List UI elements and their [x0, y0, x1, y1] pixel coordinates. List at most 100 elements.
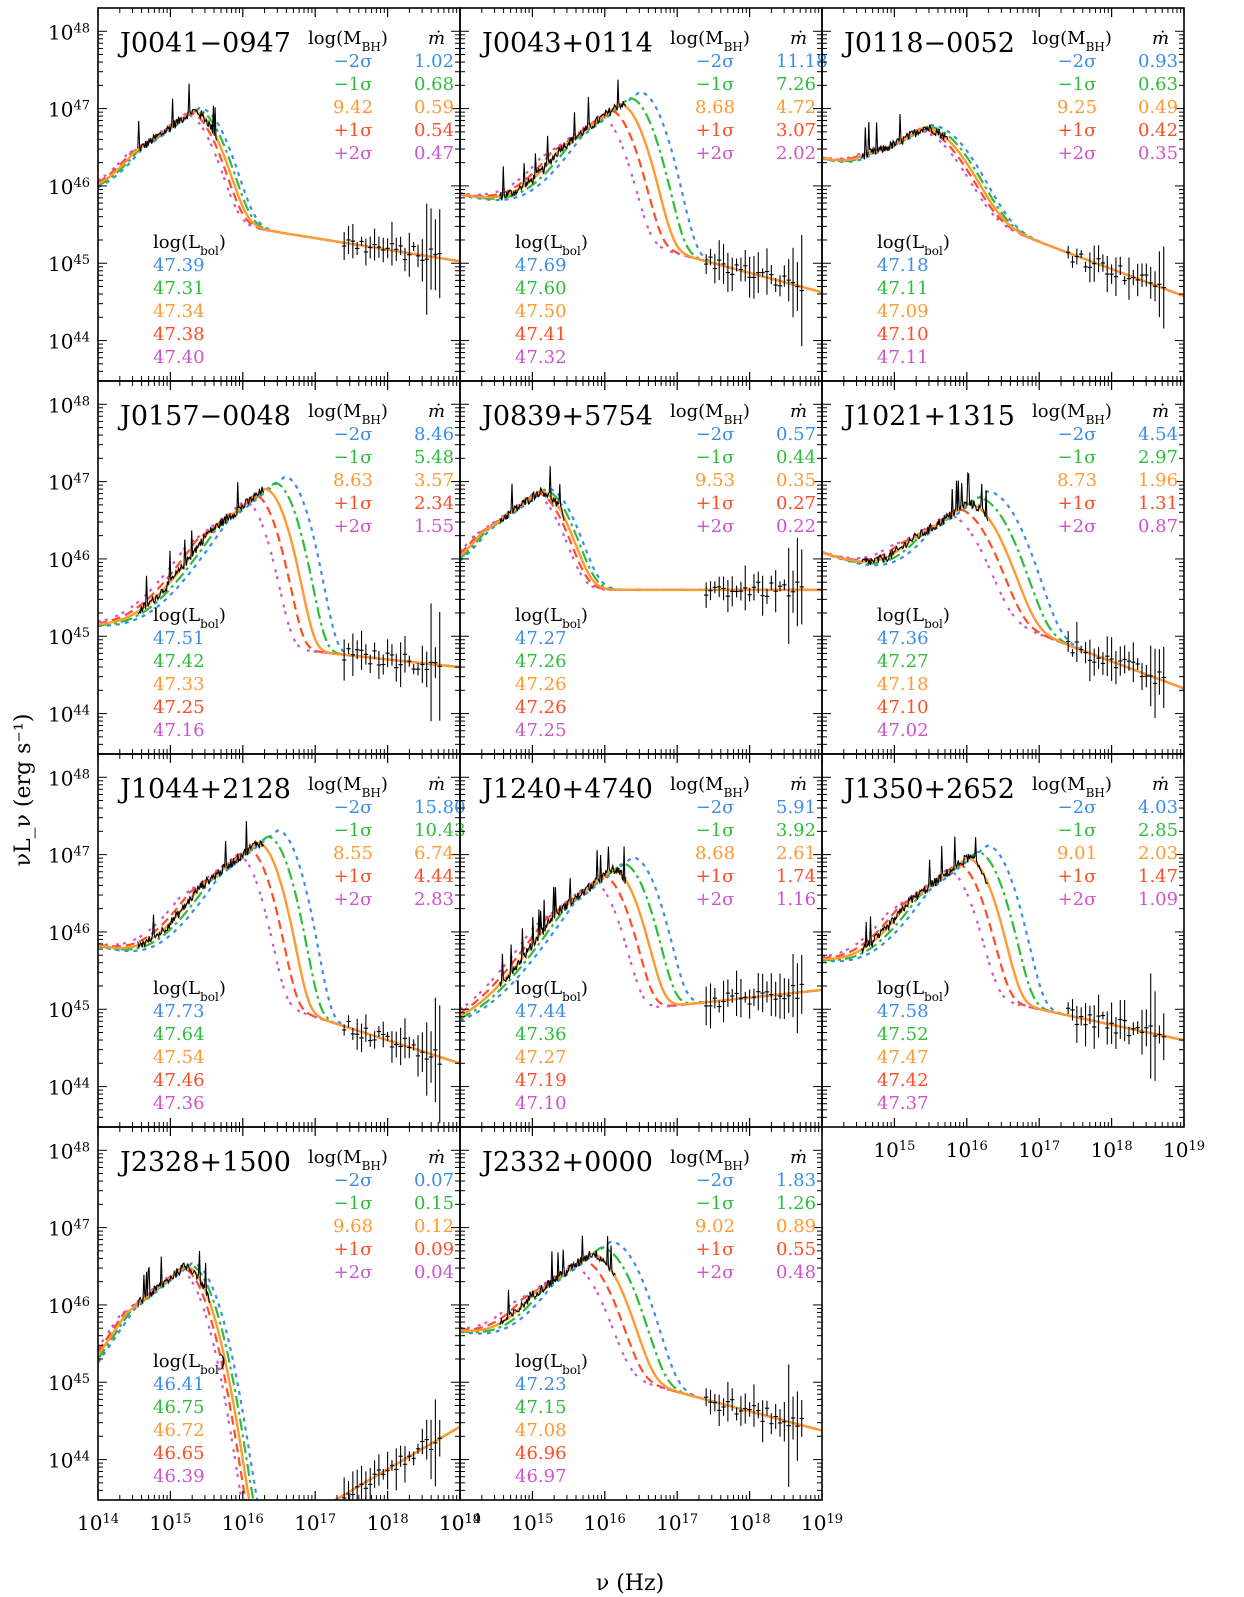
x-tick-label: 1015	[149, 1511, 191, 1535]
mass-row-label: 9.42	[333, 97, 373, 118]
mass-row-label: −1σ	[1058, 447, 1097, 468]
x-tick-label: 1017	[1018, 1138, 1060, 1162]
mdot-value: 2.61	[776, 843, 816, 864]
lbol-value: 47.11	[877, 278, 929, 299]
lbol-value: 47.54	[153, 1047, 205, 1068]
lbol-value: 47.73	[153, 1001, 205, 1022]
mdot-value: 0.35	[1138, 143, 1178, 164]
mass-row-label: +1σ	[696, 493, 735, 514]
mass-row-label: +2σ	[696, 143, 735, 164]
mdot-value: 1.09	[1138, 889, 1178, 910]
model-curves	[460, 487, 822, 592]
optical-spectrum	[137, 1250, 211, 1308]
lbol-value: 47.25	[153, 697, 205, 718]
panel-J1240+4740: J1240+4740 log(MBH) ṁ −2σ 5.91 −1σ 3.92 8.68 2.6…	[459, 753, 823, 1128]
model-curve--2σ	[460, 487, 822, 591]
y-axis-label: νL_ν (erg s⁻¹)	[11, 714, 36, 867]
lbol-value: 47.27	[515, 628, 567, 649]
y-tick-label: 1047	[48, 1217, 90, 1241]
mdot-value: 0.93	[1138, 51, 1178, 72]
mass-header: log(MBH)	[1032, 774, 1112, 800]
model-curve-0	[98, 1265, 460, 1500]
optical-spectrum	[499, 79, 627, 201]
lbol-value: 47.18	[877, 255, 929, 276]
panel-J0041−0947: 1044 1045 1046 1047 1048 J0041−0947 log(MBH) ṁ −…	[48, 7, 461, 382]
mass-row-label: +1σ	[1058, 866, 1097, 887]
mass-header: log(MBH)	[670, 401, 750, 427]
lbol-value: 46.75	[153, 1397, 205, 1418]
panel-title: J0043+0114	[479, 28, 653, 59]
mass-row-label: 8.73	[1057, 470, 1097, 491]
panel-frame	[821, 753, 1185, 1128]
mdot-value: 0.54	[414, 120, 454, 141]
mass-row-label: +2σ	[1058, 143, 1097, 164]
y-tick-label: 1044	[48, 330, 90, 354]
mass-row-label: 8.68	[695, 97, 735, 118]
xray-data	[341, 203, 442, 315]
y-tick-label: 1047	[48, 844, 90, 868]
lbol-value: 47.32	[515, 347, 567, 368]
mass-row-label: 9.02	[695, 1216, 735, 1237]
mass-row-label: −2σ	[1058, 424, 1097, 445]
mdot-value: 0.68	[414, 74, 454, 95]
mass-header: log(MBH)	[308, 1147, 388, 1173]
mass-row-label: 9.68	[333, 1216, 373, 1237]
mdot-value: 1.74	[776, 866, 816, 887]
mass-row-label: +1σ	[696, 120, 735, 141]
mass-row-label: +1σ	[334, 120, 373, 141]
mdot-value: 3.92	[776, 820, 816, 841]
lbol-value: 47.19	[515, 1070, 567, 1091]
lbol-value: 47.36	[153, 1093, 205, 1114]
lbol-value: 47.26	[515, 697, 567, 718]
mdot-value: 4.44	[414, 866, 454, 887]
mass-row-label: −2σ	[1058, 797, 1097, 818]
mdot-value: 0.12	[414, 1216, 454, 1237]
lbol-value: 47.08	[515, 1420, 567, 1441]
lbol-header: log(Lbol)	[515, 1351, 588, 1377]
mdot-value: 0.49	[1138, 97, 1178, 118]
mdot-value: 7.26	[776, 74, 816, 95]
lbol-value: 47.46	[153, 1070, 205, 1091]
model-curve--1σ	[98, 481, 460, 669]
lbol-value: 47.51	[153, 628, 205, 649]
mass-row-label: −1σ	[696, 820, 735, 841]
lbol-value: 47.34	[153, 301, 205, 322]
mdot-value: 0.27	[776, 493, 816, 514]
lbol-value: 47.26	[515, 674, 567, 695]
mdot-value: 3.07	[776, 120, 816, 141]
lbol-header: log(Lbol)	[515, 232, 588, 258]
mass-row-label: +1σ	[334, 866, 373, 887]
model-curve-0	[98, 109, 460, 263]
mass-row-label: +1σ	[334, 1239, 373, 1260]
mdot-header: ṁ	[1152, 401, 1169, 422]
lbol-value: 46.96	[515, 1443, 567, 1464]
lbol-value: 47.44	[515, 1001, 567, 1022]
model-curves	[460, 90, 822, 294]
model-curve-+1σ	[98, 847, 460, 1065]
optical-spectrum	[861, 471, 989, 565]
lbol-header: log(Lbol)	[153, 978, 226, 1004]
mdot-header: ṁ	[790, 401, 807, 422]
mass-header: log(MBH)	[670, 1147, 750, 1173]
mass-row-label: +1σ	[334, 493, 373, 514]
mass-row-label: −1σ	[1058, 820, 1097, 841]
mass-row-label: +1σ	[1058, 493, 1097, 514]
lbol-value: 47.10	[877, 697, 929, 718]
mass-row-label: 9.01	[1057, 843, 1097, 864]
panel-J2332+0000: 1014 1015 1016 1017 1018 1019 J2332+0000 log(MB…	[439, 1126, 843, 1535]
lbol-value: 47.02	[877, 720, 929, 741]
mdot-value: 15.80	[414, 797, 466, 818]
model-curve--2σ	[822, 490, 1184, 690]
lbol-value: 46.65	[153, 1443, 205, 1464]
lbol-value: 47.64	[153, 1024, 205, 1045]
panel-J1044+2128: 1044 1045 1046 1047 1048 J1044+2128 log(MBH) ṁ −…	[48, 753, 466, 1128]
mass-row-label: −2σ	[334, 1170, 373, 1191]
panel-title: J0118−0052	[841, 28, 1015, 59]
x-tick-label: 1018	[1091, 1138, 1133, 1162]
lbol-value: 47.33	[153, 674, 205, 695]
panel-title: J1350+2652	[841, 774, 1015, 805]
lbol-header: log(Lbol)	[153, 232, 226, 258]
mdot-value: 0.22	[776, 516, 816, 537]
xray-data	[341, 603, 442, 722]
y-tick-label: 1044	[48, 1076, 90, 1100]
